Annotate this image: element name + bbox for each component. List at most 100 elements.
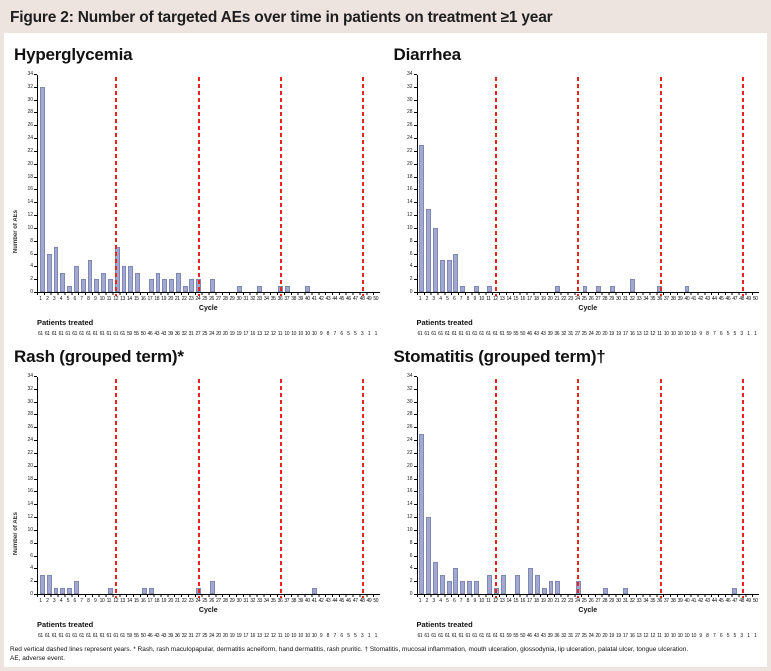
patients-treated-row: 61 61 61 61 61 61 61 61 61 61 61 61 61 59 55 50 46 43 43 39… — [37, 633, 380, 639]
panel-diarrhea: Diarrhea 0 2 4 6 8 10 12 14 16 18 20 22 24 26 28 30 32 34… — [392, 35, 759, 337]
bar-slot — [175, 377, 182, 594]
bar-slot — [107, 75, 114, 292]
patients-count: 61 — [92, 633, 98, 639]
x-tick-label: 49 — [746, 296, 751, 302]
bar-slot — [459, 377, 466, 594]
patients-count: 5 — [347, 331, 350, 337]
x-tick-label: 13 — [120, 296, 125, 302]
x-tick-label: 45 — [339, 296, 344, 302]
patients-count: 61 — [99, 633, 105, 639]
bar-slot — [121, 75, 128, 292]
bar-slot — [46, 75, 53, 292]
bar-slot — [425, 75, 432, 292]
x-tick-label: 34 — [263, 598, 269, 604]
x-axis-ticks — [416, 293, 759, 295]
x-tick-label: 20 — [168, 598, 173, 604]
patients-count: 39 — [168, 633, 173, 639]
bar — [446, 259, 452, 292]
bar-slot — [595, 75, 602, 292]
x-tick-label: 44 — [332, 296, 338, 302]
patients-count: 10 — [311, 633, 317, 639]
bar-slot — [704, 377, 711, 594]
patients-count: 39 — [547, 331, 553, 337]
x-tick-label: 9 — [473, 296, 476, 302]
x-tick-label: 4 — [439, 598, 442, 604]
patients-count: 61 — [51, 331, 57, 337]
bar-slot — [297, 75, 304, 292]
bar-slot — [87, 75, 94, 292]
y-tick-mark — [34, 163, 37, 165]
x-tick-label: 33 — [257, 598, 262, 604]
bar-slot — [66, 75, 73, 292]
bar-slot — [345, 377, 352, 594]
patients-count: 16 — [250, 633, 255, 639]
x-tick-label: 38 — [670, 598, 676, 604]
bar-slot — [554, 377, 561, 594]
bar — [53, 587, 59, 594]
bar-slot — [439, 75, 446, 292]
patients-count: 8 — [326, 633, 330, 639]
patients-count: 32 — [181, 331, 187, 337]
x-tick-label: 22 — [561, 598, 567, 604]
bar-slot — [520, 377, 527, 594]
x-tick-label: 27 — [595, 296, 601, 302]
bar-slot — [745, 75, 752, 292]
y-tick-label: 8 — [409, 237, 413, 244]
y-tick-mark — [34, 202, 37, 204]
patients-count: 10 — [677, 331, 683, 337]
y-tick-label: 8 — [409, 539, 413, 546]
patients-count: 59 — [506, 331, 512, 337]
y-tick-mark — [413, 529, 417, 531]
x-tick-label: 8 — [466, 296, 470, 302]
y-tick-mark — [34, 427, 37, 429]
y-tick-mark — [413, 253, 417, 255]
x-tick-label: 17 — [147, 598, 153, 604]
patients-count: 43 — [154, 633, 160, 639]
patients-count: 61 — [92, 331, 98, 337]
bar-slot — [39, 75, 46, 292]
y-tick-mark — [413, 517, 417, 519]
bar-slot — [134, 75, 141, 292]
patients-count: 61 — [113, 633, 119, 639]
x-tick-label: 36 — [657, 296, 662, 302]
y-tick-label: 14 — [406, 501, 413, 508]
y-tick-mark — [34, 594, 37, 595]
y-tick-mark — [413, 491, 417, 493]
x-tick-label: 38 — [291, 296, 297, 302]
patients-count: 61 — [44, 633, 50, 639]
patients-count: 55 — [513, 633, 519, 639]
bar-slot — [141, 377, 148, 594]
y-tick-label: 26 — [27, 424, 33, 431]
bar-slot — [622, 377, 629, 594]
patients-count: 12 — [263, 633, 269, 639]
y-tick-mark — [413, 478, 417, 480]
bar — [155, 272, 161, 292]
x-tick-label: 3 — [432, 296, 435, 302]
patients-count: 3 — [740, 331, 743, 337]
x-tick-label: 8 — [466, 598, 470, 604]
x-tick-label: 28 — [602, 598, 608, 604]
patients-count: 3 — [740, 633, 743, 639]
x-tick-label: 36 — [657, 598, 662, 604]
x-tick-label: 10 — [479, 598, 484, 604]
bar-slot — [216, 377, 223, 594]
bar-slot — [175, 75, 182, 292]
bar-slot — [304, 75, 311, 292]
bar-slot — [446, 377, 453, 594]
x-tick-label: 47 — [732, 296, 738, 302]
x-tick-label: 2 — [46, 598, 49, 604]
patients-count: 7 — [713, 633, 716, 639]
bar-slot — [473, 75, 480, 292]
bar-slot — [588, 75, 595, 292]
patients-count: 10 — [304, 633, 310, 639]
bar-slot — [257, 75, 264, 292]
x-tick-label: 47 — [352, 296, 358, 302]
bar-slot — [182, 377, 189, 594]
x-tick-label: 48 — [359, 296, 365, 302]
y-tick-label: 34 — [406, 373, 413, 379]
y-axis-title — [392, 75, 402, 293]
x-tick-label: 9 — [93, 296, 97, 302]
footnote-line-2: AE, adverse event. — [10, 655, 65, 662]
patients-count: 61 — [431, 633, 436, 639]
y-tick-mark — [413, 376, 417, 377]
